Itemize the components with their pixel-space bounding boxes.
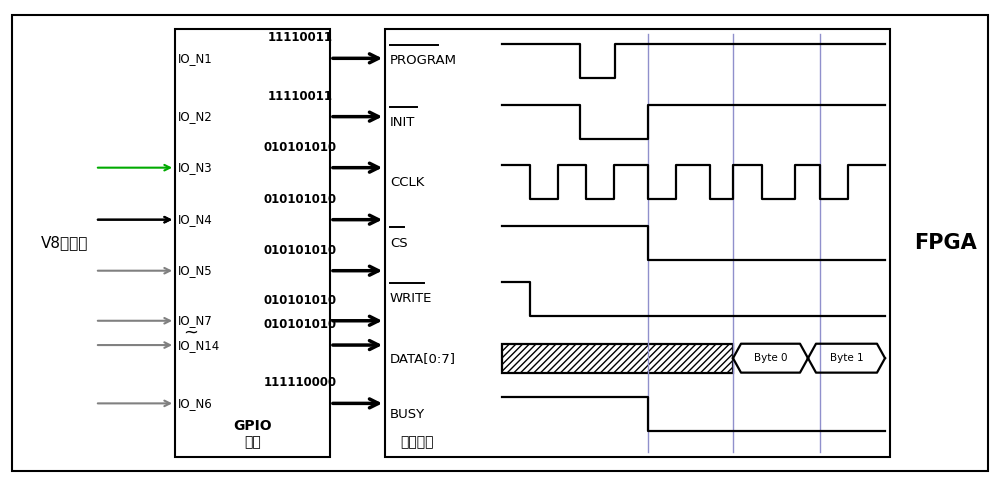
Text: 配置接口: 配置接口 xyxy=(400,435,434,450)
Text: 010101010: 010101010 xyxy=(263,294,337,307)
Text: 010101010: 010101010 xyxy=(263,318,337,331)
Bar xyxy=(385,29,890,457)
Text: GPIO
接口: GPIO 接口 xyxy=(234,419,272,450)
Text: IO_N5: IO_N5 xyxy=(178,264,213,277)
Bar xyxy=(502,344,733,373)
Text: IO_N1: IO_N1 xyxy=(178,52,213,65)
Text: V8处理器: V8处理器 xyxy=(41,236,89,250)
Text: Byte 1: Byte 1 xyxy=(830,353,863,363)
Text: CS: CS xyxy=(390,237,408,249)
Bar xyxy=(175,29,330,457)
Text: CCLK: CCLK xyxy=(390,176,424,189)
Text: Byte 0: Byte 0 xyxy=(754,353,787,363)
Text: WRITE: WRITE xyxy=(390,293,432,305)
Text: 010101010: 010101010 xyxy=(263,193,337,206)
Text: 111110000: 111110000 xyxy=(263,377,337,389)
Text: IO_N6: IO_N6 xyxy=(178,397,213,410)
Text: 11110011: 11110011 xyxy=(268,90,332,103)
Text: BUSY: BUSY xyxy=(390,408,425,420)
Text: DATA[0:7]: DATA[0:7] xyxy=(390,352,456,364)
Text: INIT: INIT xyxy=(390,116,415,129)
Text: ~: ~ xyxy=(183,324,198,342)
Text: FPGA: FPGA xyxy=(914,233,976,253)
Text: PROGRAM: PROGRAM xyxy=(390,54,457,67)
Text: IO_N2: IO_N2 xyxy=(178,110,213,123)
Text: 010101010: 010101010 xyxy=(263,141,337,154)
Text: IO_N7: IO_N7 xyxy=(178,314,213,327)
Text: IO_N14: IO_N14 xyxy=(178,339,220,351)
Text: IO_N3: IO_N3 xyxy=(178,161,213,174)
Text: 010101010: 010101010 xyxy=(263,244,337,257)
Text: IO_N4: IO_N4 xyxy=(178,213,213,226)
Text: 11110011: 11110011 xyxy=(268,32,332,44)
